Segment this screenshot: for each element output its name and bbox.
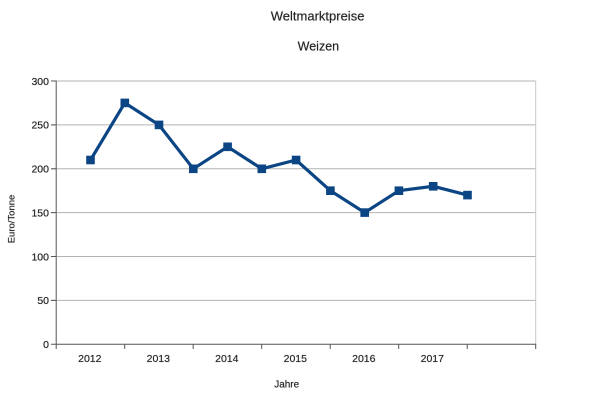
svg-text:300: 300 (31, 76, 49, 88)
svg-text:2013: 2013 (147, 353, 171, 365)
svg-text:2017: 2017 (421, 353, 445, 365)
svg-text:Weltmarktpreise: Weltmarktpreise (271, 8, 365, 23)
svg-text:50: 50 (37, 295, 49, 307)
svg-text:Jahre: Jahre (274, 380, 299, 391)
svg-text:100: 100 (31, 251, 49, 263)
svg-text:150: 150 (31, 207, 49, 219)
svg-text:2016: 2016 (352, 353, 376, 365)
svg-text:Weizen: Weizen (298, 40, 340, 54)
svg-text:2015: 2015 (284, 353, 308, 365)
svg-text:2014: 2014 (215, 353, 239, 365)
svg-text:2012: 2012 (78, 353, 102, 365)
svg-text:200: 200 (31, 164, 49, 176)
svg-text:0: 0 (43, 339, 49, 351)
svg-text:250: 250 (31, 120, 49, 132)
svg-text:Euro/Tonne: Euro/Tonne (7, 195, 18, 244)
